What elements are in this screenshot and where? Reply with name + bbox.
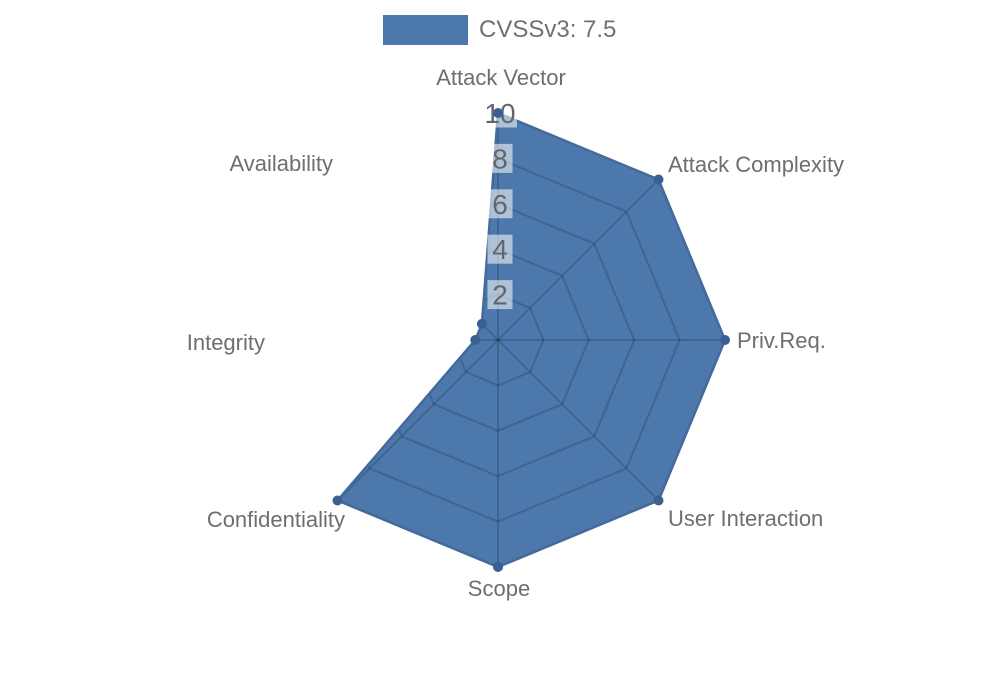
axis-label-attack-complexity: Attack Complexity <box>668 152 844 177</box>
axis-label-attack-vector: Attack Vector <box>436 65 566 90</box>
data-point-marker <box>493 108 503 118</box>
data-point-marker <box>470 335 481 345</box>
legend-label: CVSSv3: 7.5 <box>479 16 617 43</box>
data-point-marker <box>332 495 343 506</box>
data-point-marker <box>720 335 730 345</box>
axis-label-scope: Scope <box>468 576 530 601</box>
axis-spoke <box>337 339 499 502</box>
axis-label-availability: Availability <box>229 151 333 176</box>
tick-backdrop <box>487 234 513 264</box>
legend: CVSSv3: 7.5 <box>383 15 616 45</box>
tick-backdrop <box>487 143 513 173</box>
tick-label: 2 <box>492 280 508 311</box>
data-point-marker <box>653 495 664 506</box>
axis-label-integrity: Integrity <box>187 330 265 355</box>
axis-spoke <box>497 178 660 341</box>
axis-label-priv-req: Priv.Req. <box>737 328 826 353</box>
data-point-marker <box>653 174 664 185</box>
axis-label-confidentiality: Confidentiality <box>207 507 345 532</box>
tick-labels: 246810 <box>483 98 517 311</box>
tick-backdrop <box>487 189 513 219</box>
tick-label: 6 <box>492 189 508 220</box>
tick-backdrop <box>487 280 513 310</box>
data-polygon <box>337 113 725 567</box>
data-point-marker <box>476 318 487 329</box>
axis-spoke <box>497 339 660 502</box>
data-point-marker <box>493 562 503 572</box>
tick-label: 8 <box>492 143 508 174</box>
legend-swatch <box>383 15 468 45</box>
tick-label: 4 <box>492 234 508 265</box>
axis-label-user-interaction: User Interaction <box>668 506 823 531</box>
axis-spoke <box>337 178 499 341</box>
